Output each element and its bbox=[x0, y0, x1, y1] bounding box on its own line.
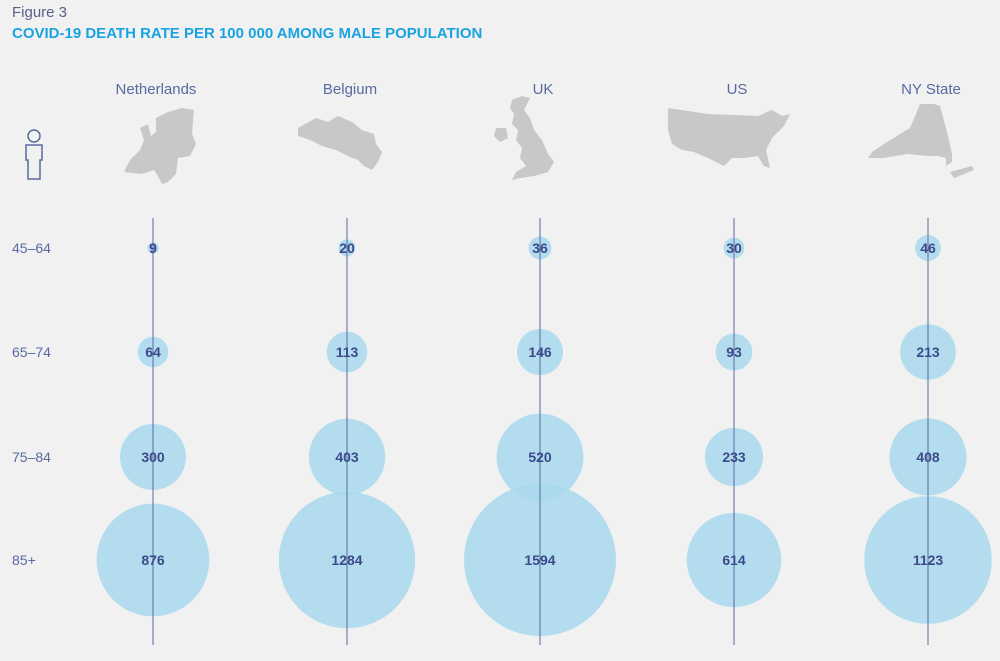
data-label: 520 bbox=[528, 449, 552, 465]
figure-label: Figure 3 bbox=[12, 4, 68, 21]
data-label: 146 bbox=[528, 344, 552, 360]
data-label: 300 bbox=[141, 449, 165, 465]
data-label: 614 bbox=[722, 552, 746, 568]
column-label: US bbox=[727, 81, 748, 98]
netherlands-map-icon bbox=[124, 108, 196, 184]
data-label: 30 bbox=[726, 240, 742, 256]
data-label: 876 bbox=[141, 552, 165, 568]
data-label: 93 bbox=[726, 344, 742, 360]
chart-title: COVID-19 DEATH RATE PER 100 000 AMONG MA… bbox=[12, 25, 483, 42]
data-label: 64 bbox=[145, 344, 161, 360]
data-label: 9 bbox=[149, 240, 157, 256]
ny-state-map-icon bbox=[868, 104, 974, 178]
us-map-icon bbox=[668, 108, 790, 168]
data-label: 233 bbox=[722, 449, 746, 465]
column-label: Belgium bbox=[323, 81, 377, 98]
data-label: 20 bbox=[339, 240, 355, 256]
row-label: 65–74 bbox=[12, 344, 51, 360]
data-label: 46 bbox=[920, 240, 936, 256]
row-label: 75–84 bbox=[12, 449, 51, 465]
uk-map-icon bbox=[494, 96, 554, 180]
belgium-map-icon bbox=[298, 116, 382, 170]
column-label: NY State bbox=[901, 81, 961, 98]
male-person-icon bbox=[25, 129, 43, 180]
data-label: 213 bbox=[916, 344, 940, 360]
data-label: 36 bbox=[532, 240, 548, 256]
data-label: 1284 bbox=[331, 552, 362, 568]
data-label: 403 bbox=[335, 449, 359, 465]
data-label: 113 bbox=[336, 344, 359, 360]
row-label: 45–64 bbox=[12, 240, 51, 256]
row-label: 85+ bbox=[12, 552, 36, 568]
data-label: 408 bbox=[916, 449, 940, 465]
column-label: Netherlands bbox=[116, 81, 197, 98]
data-label: 1123 bbox=[913, 552, 944, 568]
data-label: 1594 bbox=[524, 552, 555, 568]
column-label: UK bbox=[533, 81, 554, 98]
